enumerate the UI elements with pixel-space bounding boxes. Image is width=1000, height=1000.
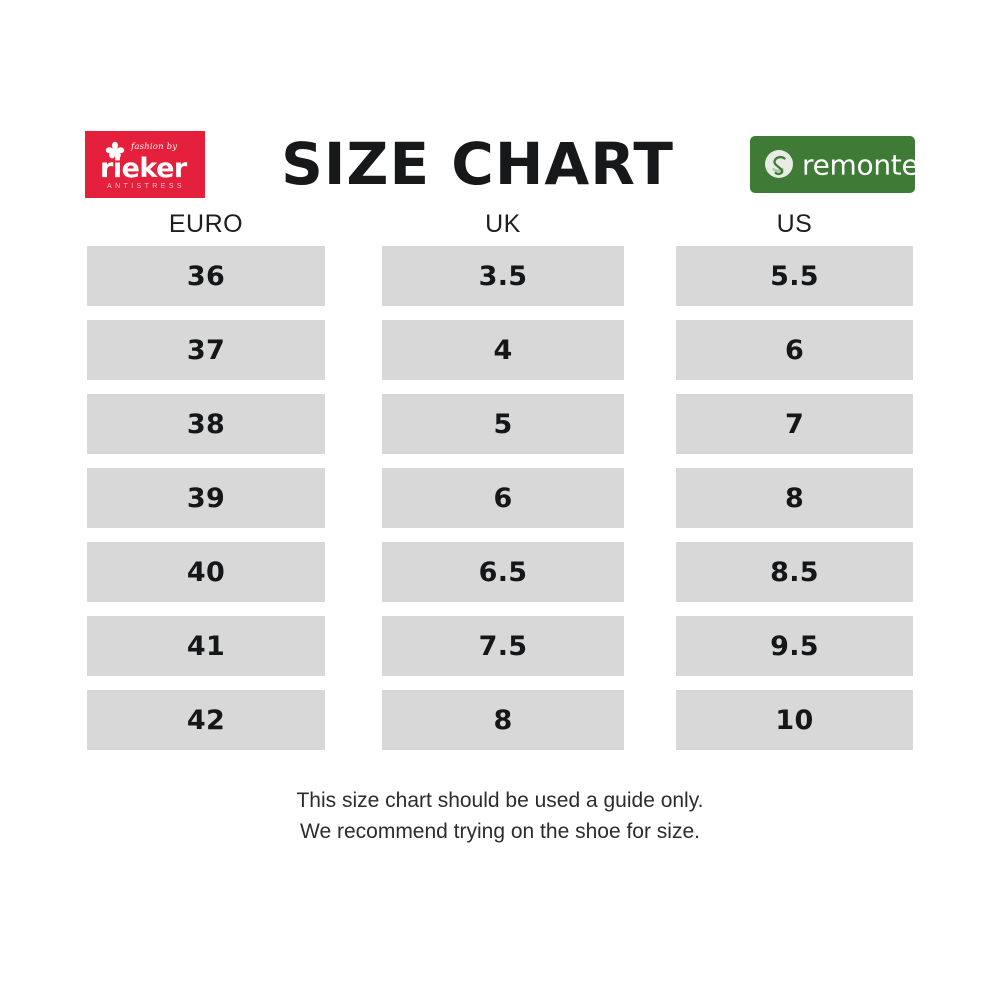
cell-euro: 42 <box>87 690 325 750</box>
column-gap <box>624 394 676 454</box>
rieker-logo: fashion by rieker ANTISTRESS <box>85 130 205 198</box>
cell-uk: 3.5 <box>382 246 624 306</box>
table-row: 42 8 10 <box>87 690 913 750</box>
cell-us: 8.5 <box>676 542 913 602</box>
column-gap <box>624 616 676 676</box>
column-gap <box>325 616 382 676</box>
rieker-tagline: fashion by <box>131 141 178 152</box>
cell-uk: 6 <box>382 468 624 528</box>
remonte-logo: remonte® <box>750 135 928 193</box>
rieker-wordmark: rieker <box>100 152 187 184</box>
column-gap <box>325 542 382 602</box>
footer-line-2: We recommend trying on the shoe for size… <box>300 820 700 843</box>
cell-us: 5.5 <box>676 246 913 306</box>
cell-us: 10 <box>676 690 913 750</box>
page-title: SIZE CHART <box>281 130 674 198</box>
cell-uk: 5 <box>382 394 624 454</box>
remonte-swirl-icon <box>764 149 794 179</box>
column-header-uk: UK <box>485 210 521 238</box>
column-gap <box>325 320 382 380</box>
remonte-wordmark: remonte® <box>802 148 928 179</box>
cell-us: 7 <box>676 394 913 454</box>
rieker-subline: ANTISTRESS <box>107 182 185 190</box>
column-gap <box>624 542 676 602</box>
column-header-us: US <box>776 210 813 238</box>
cell-uk: 6.5 <box>382 542 624 602</box>
cell-euro: 38 <box>87 394 325 454</box>
column-gap <box>624 690 676 750</box>
table-row: 37 4 6 <box>87 320 913 380</box>
column-gap <box>624 320 676 380</box>
cell-us: 6 <box>676 320 913 380</box>
table-row: 36 3.5 5.5 <box>87 246 913 306</box>
column-gap <box>624 468 676 528</box>
cell-euro: 37 <box>87 320 325 380</box>
column-gap <box>325 210 382 242</box>
table-row: 41 7.5 9.5 <box>87 616 913 676</box>
rieker-flower-icon <box>105 141 125 159</box>
header: fashion by rieker ANTISTRESS SIZE CHART … <box>85 125 928 203</box>
remonte-wordmark-text: remonte <box>802 148 919 182</box>
table-row: 39 6 8 <box>87 468 913 528</box>
footer-line-1: This size chart should be used a guide o… <box>296 789 704 812</box>
registered-mark: ® <box>918 156 929 168</box>
cell-uk: 4 <box>382 320 624 380</box>
column-gap <box>325 246 382 306</box>
cell-euro: 41 <box>87 616 325 676</box>
table-row: 38 5 7 <box>87 394 913 454</box>
footer-note: This size chart should be used a guide o… <box>0 785 1000 847</box>
table-row: 40 6.5 8.5 <box>87 542 913 602</box>
cell-euro: 39 <box>87 468 325 528</box>
table-header-row: EURO UK US <box>87 210 913 242</box>
cell-us: 8 <box>676 468 913 528</box>
cell-us: 9.5 <box>676 616 913 676</box>
cell-euro: 40 <box>87 542 325 602</box>
column-header-euro: EURO <box>168 210 244 238</box>
column-gap <box>325 690 382 750</box>
column-gap <box>325 394 382 454</box>
cell-uk: 8 <box>382 690 624 750</box>
size-table: EURO UK US 36 3.5 5.5 37 4 6 38 5 7 <box>87 210 913 764</box>
column-gap <box>325 468 382 528</box>
column-gap <box>624 246 676 306</box>
cell-uk: 7.5 <box>382 616 624 676</box>
cell-euro: 36 <box>87 246 325 306</box>
column-gap <box>624 210 676 242</box>
